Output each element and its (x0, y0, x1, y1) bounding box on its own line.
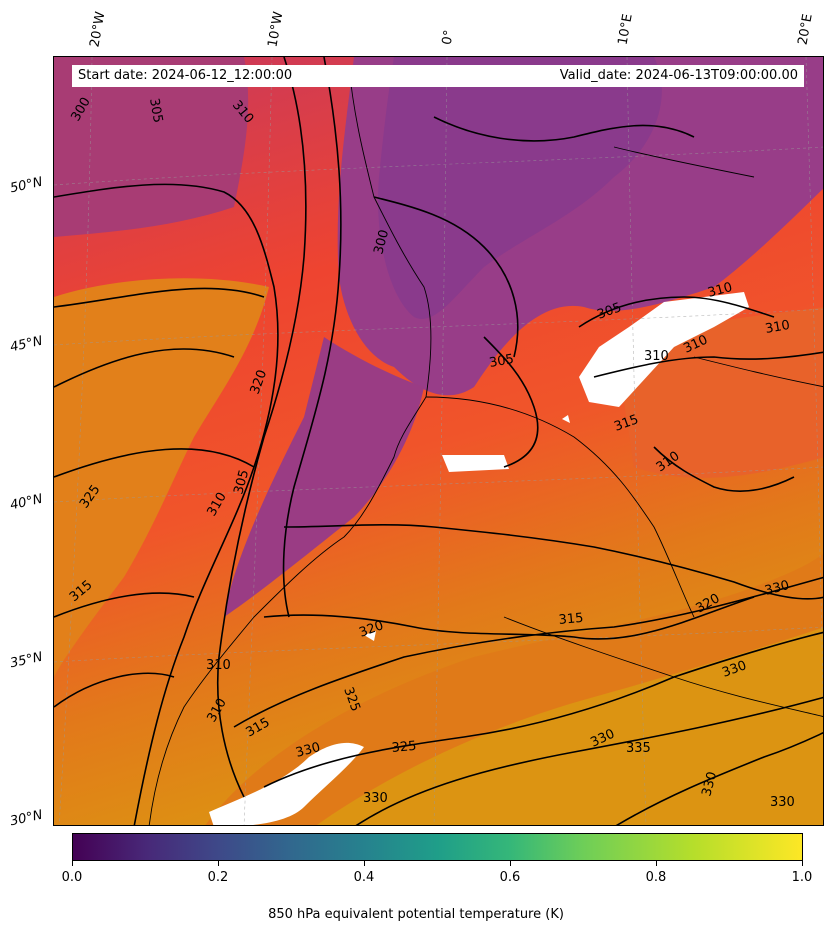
contour-label: 310 (206, 658, 231, 673)
warm-region-west (54, 278, 269, 677)
colorbar-tick-label: 0.0 (61, 870, 83, 885)
contour-label: 330 (294, 740, 322, 761)
colorbar-tick-label: 1.0 (791, 870, 813, 885)
contour-label-group: 300 305 310 300 305 310 305 310 310 310 … (67, 95, 795, 810)
colorbar-tick-label: 0.2 (207, 870, 229, 885)
cold-region-biscay (224, 337, 424, 617)
contour-label: 330 (763, 578, 791, 599)
start-date-text: Start date: 2024-06-12_12:00:00 (78, 68, 293, 83)
lat-label-35n: 35°N (8, 649, 44, 672)
colorbar-tick (510, 861, 511, 866)
contour-lines (54, 57, 823, 825)
contour-label: 335 (626, 741, 651, 756)
colorbar-tick (656, 861, 657, 866)
lon-label-10e: 10°E (615, 12, 636, 47)
missing-data-alps (579, 292, 749, 407)
date-info-box: Start date: 2024-06-12_12:00:00 Valid_da… (72, 65, 804, 87)
hot-region-south (316, 627, 823, 825)
contour-label: 330 (770, 795, 795, 810)
colorbar-label: 850 hPa equivalent potential temperature… (268, 907, 564, 922)
colorbar-tick (218, 861, 219, 866)
contour-label: 315 (558, 611, 584, 628)
lat-label-40n: 40°N (8, 491, 44, 514)
valid-date-text: Valid_date: 2024-06-13T09:00:00.00 (559, 68, 798, 83)
missing-data-iberia (442, 455, 509, 472)
map-frame: 300 305 310 300 305 310 305 310 310 310 … (53, 56, 824, 826)
cold-region-northwest (54, 57, 249, 237)
lat-label-50n: 50°N (8, 174, 44, 197)
contour-label: 305 (146, 97, 165, 124)
lat-label-30n: 30°N (8, 807, 44, 830)
colorbar-tick (802, 861, 803, 866)
lon-label-20e: 20°E (795, 12, 816, 47)
lon-label-10w: 10°W (265, 10, 287, 49)
contour-label: 305 (231, 468, 252, 496)
colorbar-tick (72, 861, 73, 866)
theta-e-map: 300 305 310 300 305 310 305 310 310 310 … (54, 57, 823, 825)
contour-label: 330 (699, 770, 720, 798)
colorbar-tick-label: 0.4 (353, 870, 375, 885)
cold-region-core (378, 57, 662, 319)
lon-label-20w: 20°W (87, 10, 109, 49)
colorbar-tick-label: 0.6 (499, 870, 521, 885)
contour-label: 305 (488, 352, 515, 371)
colorbar-tick-label: 0.8 (645, 870, 667, 885)
missing-data-small (364, 631, 376, 641)
contour-label: 300 (371, 228, 392, 256)
contour-label: 325 (391, 739, 417, 756)
contour-label: 310 (706, 280, 734, 301)
contour-label: 310 (644, 349, 669, 364)
contour-label: 310 (764, 318, 791, 337)
colorbar (72, 833, 803, 861)
contour-label: 330 (363, 791, 388, 806)
lon-label-0: 0° (439, 28, 458, 47)
lat-label-45n: 45°N (8, 333, 44, 356)
colorbar-tick (364, 861, 365, 866)
missing-data-small-2 (562, 415, 570, 423)
